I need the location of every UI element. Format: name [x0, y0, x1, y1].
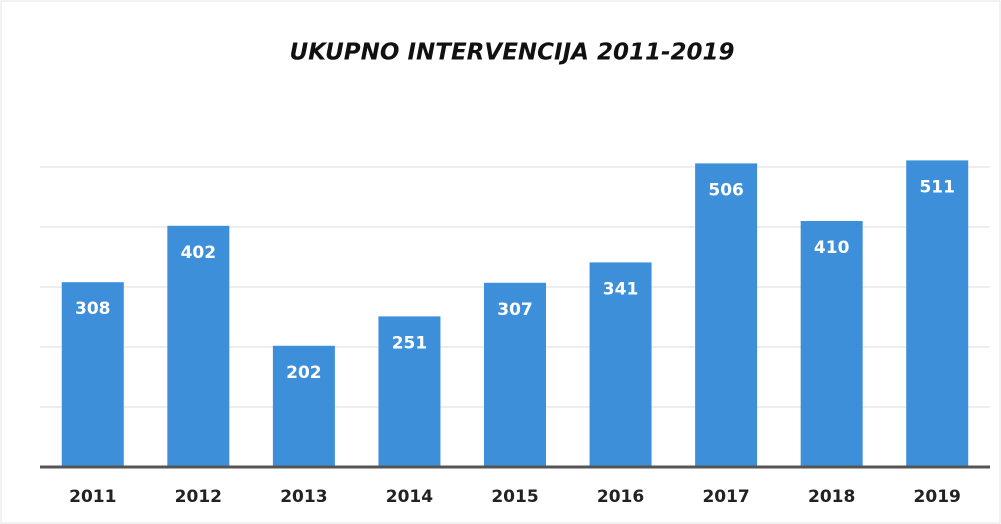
x-tick-label: 2013	[280, 487, 327, 507]
bar	[589, 262, 652, 467]
bar	[378, 316, 441, 467]
bar	[272, 345, 335, 467]
data-label: 341	[603, 279, 639, 299]
x-tick-label: 2016	[597, 487, 644, 507]
data-label: 402	[181, 243, 217, 263]
x-tick-label: 2017	[702, 487, 749, 507]
data-label: 307	[497, 300, 533, 320]
x-tick-label: 2011	[69, 487, 116, 507]
x-tick-label: 2019	[914, 487, 961, 507]
x-tick-label: 2018	[808, 487, 855, 507]
x-tick-label: 2015	[491, 487, 538, 507]
data-label: 202	[286, 363, 322, 383]
data-label: 308	[75, 299, 111, 319]
chart-title: UKUPNO INTERVENCIJA 2011-2019	[289, 40, 734, 66]
data-label: 511	[919, 177, 955, 197]
x-tick-label: 2012	[175, 487, 222, 507]
bar	[906, 160, 969, 467]
x-tick-label: 2014	[386, 487, 433, 507]
data-label: 506	[708, 180, 744, 200]
bar	[61, 282, 124, 467]
bar	[167, 225, 230, 467]
data-label: 410	[814, 238, 850, 258]
bar	[695, 163, 758, 467]
data-label: 251	[392, 333, 428, 353]
bar	[484, 282, 546, 467]
bar	[800, 221, 863, 467]
